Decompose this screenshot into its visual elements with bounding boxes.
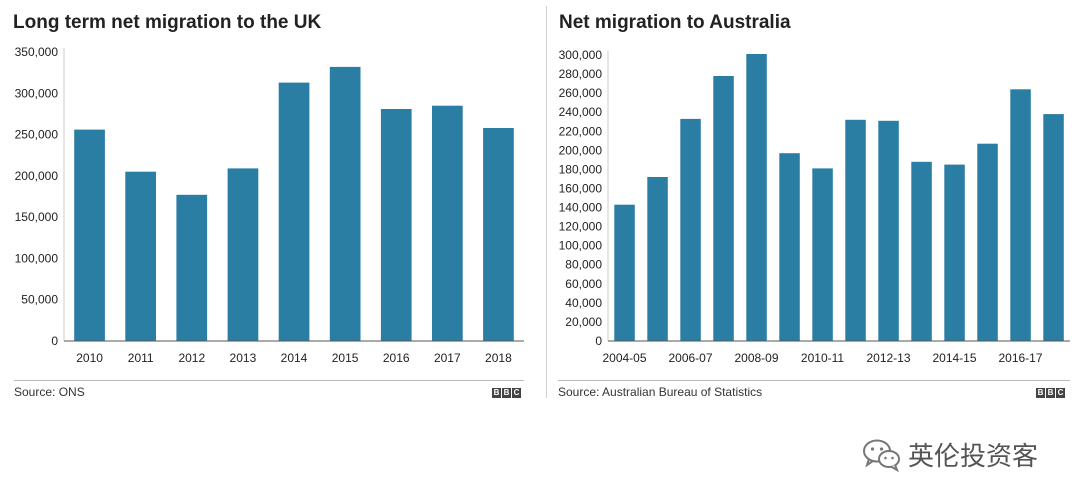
australia-y-tick-label: 0 bbox=[595, 334, 602, 348]
uk-bar-2016 bbox=[380, 109, 412, 341]
uk-x-tick-label: 2014 bbox=[281, 351, 308, 365]
uk-bar-2011 bbox=[125, 171, 156, 341]
australia-bar-2010-11 bbox=[812, 168, 833, 341]
uk-bar-2014 bbox=[278, 82, 310, 341]
australia-y-tick-label: 40,000 bbox=[565, 296, 602, 310]
australia-x-tick-label: 2006-07 bbox=[668, 351, 712, 365]
australia-x-tick-label: 2004-05 bbox=[602, 351, 646, 365]
uk-source: Source: ONS bbox=[14, 385, 85, 399]
australia-y-tick-label: 220,000 bbox=[559, 124, 603, 138]
australia-y-tick-label: 160,000 bbox=[559, 181, 603, 195]
australia-bar-2004-05 bbox=[614, 204, 635, 341]
australia-bar-chart: 0 20,000 40,000 60,000 80,000 100,000 120,000 1… bbox=[559, 48, 1070, 365]
australia-bar-2005-06 bbox=[647, 177, 668, 341]
panel-divider bbox=[546, 6, 547, 398]
uk-y-tick-label: 200,000 bbox=[15, 169, 59, 183]
uk-x-tick-label: 2018 bbox=[485, 351, 512, 365]
uk-y-tick-label: 100,000 bbox=[15, 251, 59, 265]
australia-bar-2012-13 bbox=[878, 120, 899, 341]
australia-bar-2011-12 bbox=[845, 119, 866, 341]
uk-x-tick-label: 2010 bbox=[76, 351, 103, 365]
uk-bar-2017 bbox=[432, 105, 463, 341]
uk-x-tick-label: 2013 bbox=[230, 351, 257, 365]
australia-x-tick-label: 2012-13 bbox=[866, 351, 910, 365]
uk-y-tick-label: 0 bbox=[51, 334, 58, 348]
uk-bar-2012 bbox=[176, 194, 208, 341]
australia-y-tick-label: 60,000 bbox=[565, 277, 602, 291]
australia-bar-2006-07 bbox=[680, 118, 701, 342]
uk-bar-2015 bbox=[329, 66, 361, 342]
australia-bar-2014-15 bbox=[944, 164, 965, 341]
australia-y-tick-label: 200,000 bbox=[559, 143, 603, 157]
australia-x-tick-label: 2008-09 bbox=[734, 351, 778, 365]
uk-x-tick-label: 2016 bbox=[383, 351, 410, 365]
australia-y-tick-label: 20,000 bbox=[565, 315, 602, 329]
uk-x-tick-label: 2011 bbox=[128, 351, 154, 365]
australia-x-tick-label: 2010-11 bbox=[801, 351, 844, 365]
uk-source-divider bbox=[14, 380, 524, 381]
australia-bar-2016-17 bbox=[1010, 89, 1031, 341]
australia-y-tick-label: 260,000 bbox=[559, 86, 603, 100]
uk-y-tick-label: 50,000 bbox=[21, 293, 58, 307]
australia-y-tick-label: 100,000 bbox=[559, 239, 603, 253]
australia-source-divider bbox=[558, 380, 1070, 381]
uk-x-tick-label: 2012 bbox=[178, 351, 205, 365]
australia-bar-2008-09 bbox=[746, 54, 767, 341]
australia-x-tick-label: 2014-15 bbox=[932, 351, 976, 365]
australia-y-tick-label: 300,000 bbox=[559, 48, 603, 62]
uk-y-tick-label: 150,000 bbox=[15, 210, 59, 224]
uk-x-tick-label: 2015 bbox=[332, 351, 359, 365]
australia-bar-2017-18 bbox=[1043, 114, 1064, 341]
australia-y-tick-label: 120,000 bbox=[559, 220, 603, 234]
uk-y-tick-label: 350,000 bbox=[15, 45, 59, 59]
australia-y-tick-label: 80,000 bbox=[565, 258, 602, 272]
australia-chart-panel: Net migration to Australia 0 20,000 40,000… bbox=[548, 0, 1080, 410]
australia-bar-2015-16 bbox=[977, 143, 998, 341]
watermark-text: 英伦投资客 bbox=[908, 441, 1039, 471]
uk-bar-2010 bbox=[74, 129, 105, 341]
australia-y-tick-label: 140,000 bbox=[559, 201, 603, 215]
australia-x-tick-label: 2016-17 bbox=[998, 351, 1042, 365]
uk-bar-2018 bbox=[483, 128, 514, 341]
uk-chart-title: Long term net migration to the UK bbox=[13, 12, 322, 33]
australia-y-tick-label: 240,000 bbox=[559, 105, 603, 119]
uk-y-tick-label: 250,000 bbox=[15, 128, 59, 142]
uk-y-tick-label: 300,000 bbox=[15, 86, 59, 100]
wechat-icon bbox=[863, 439, 900, 472]
australia-bar-2013-14 bbox=[911, 161, 932, 341]
australia-bar-2009-10 bbox=[779, 153, 800, 341]
uk-bar-chart: 0 50,000 100,000 150,000 200,000 250,000 300,0… bbox=[15, 45, 524, 365]
uk-chart-panel: Long term net migration to the UK 0 50,00… bbox=[0, 0, 540, 410]
australia-source: Source: Australian Bureau of Statistics bbox=[558, 385, 763, 399]
watermark: 英伦投资客 bbox=[862, 436, 1038, 473]
australia-chart-title: Net migration to Australia bbox=[559, 12, 791, 33]
australia-y-tick-label: 280,000 bbox=[559, 67, 603, 81]
uk-bar-2013 bbox=[227, 168, 259, 341]
australia-y-tick-label: 180,000 bbox=[559, 162, 603, 176]
australia-bar-2007-08 bbox=[713, 76, 734, 341]
uk-x-tick-label: 2017 bbox=[434, 351, 461, 365]
